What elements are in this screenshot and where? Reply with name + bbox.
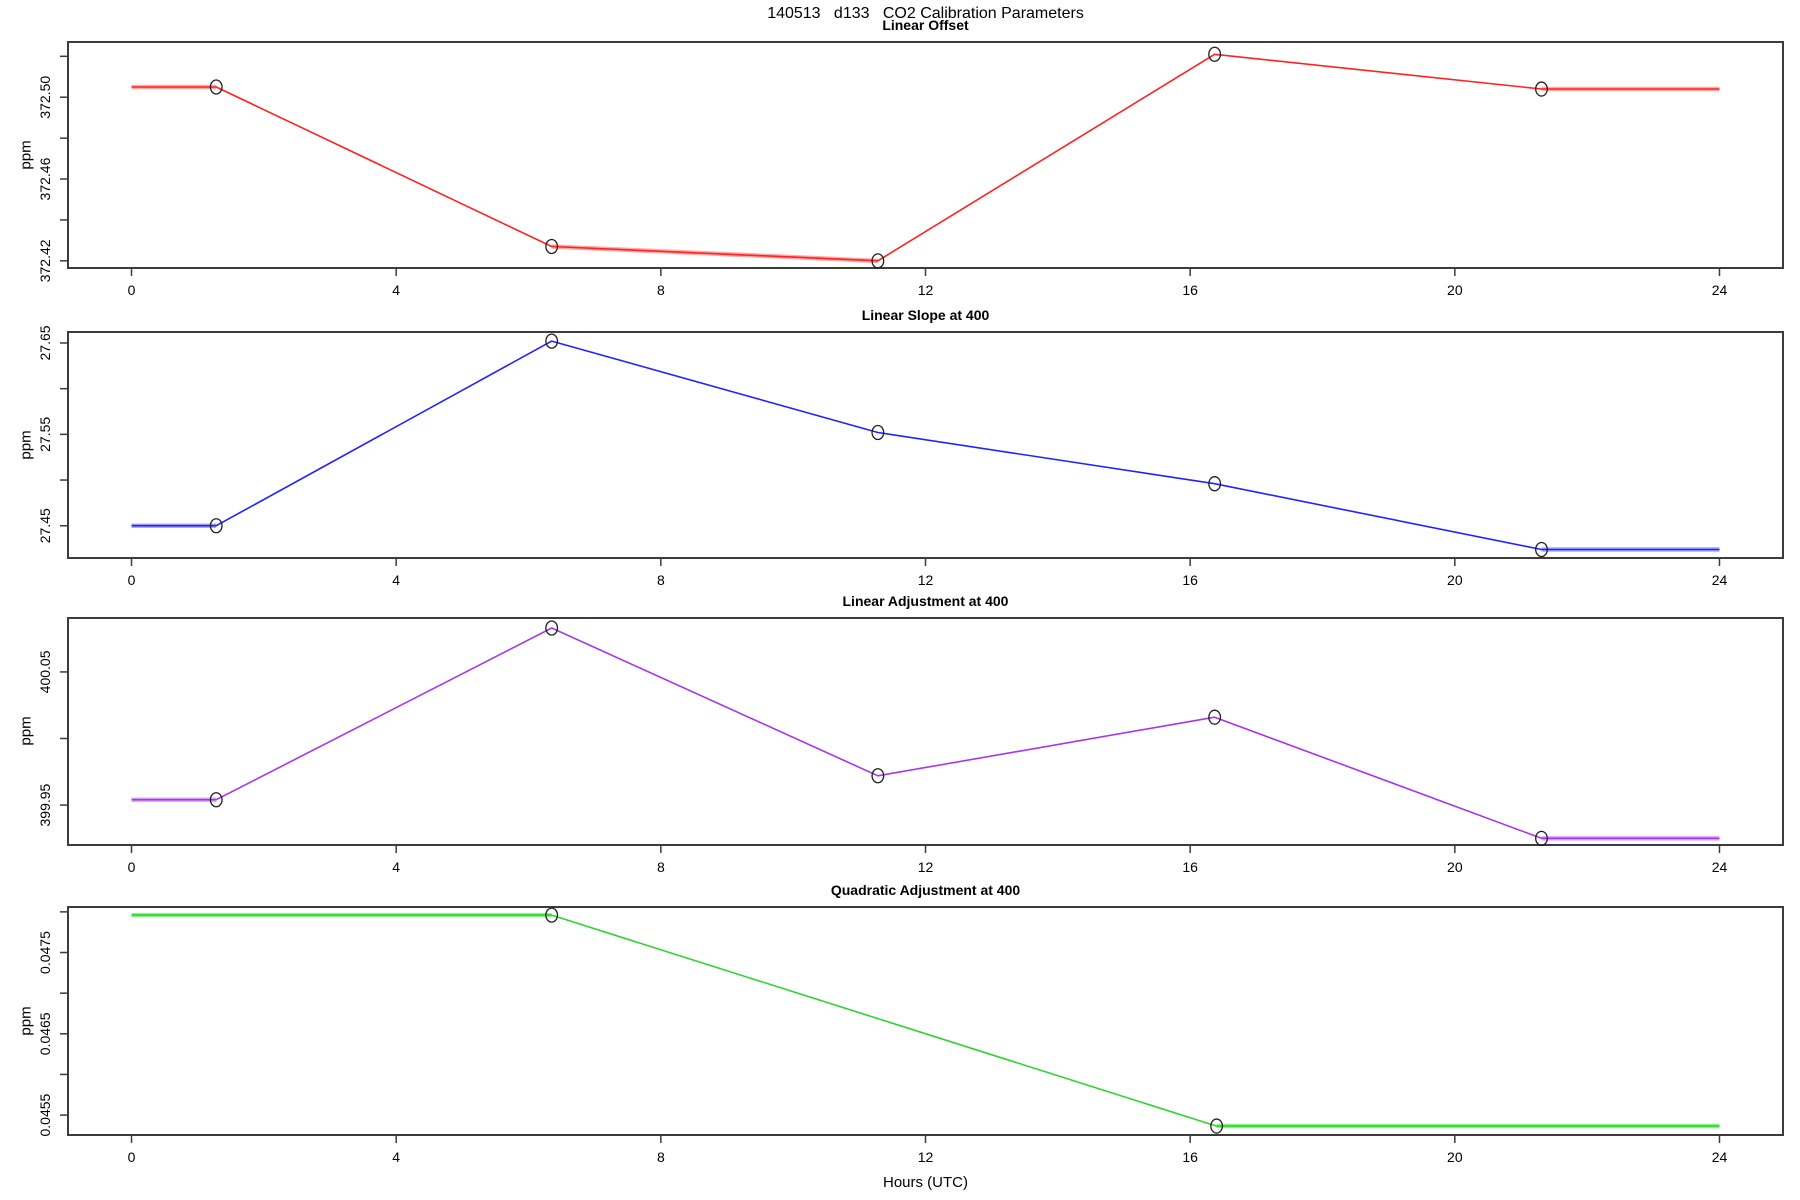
x-tick-label: 16 [1182,1149,1198,1165]
x-tick-label: 12 [918,572,934,588]
data-point-quadratic-adjustment-at-400 [545,907,559,923]
x-tick-label: 20 [1447,282,1463,298]
x-tick-label: 24 [1712,572,1728,588]
y-axis-label-ppm-2: ppm [17,430,35,460]
x-tick-label: 4 [392,282,400,298]
x-tick-label: 4 [392,572,400,588]
data-point-linear-slope-at-400 [1208,476,1222,492]
x-tick-label: 8 [657,282,665,298]
plot-box [67,41,1784,269]
y-tick-label: 372.46 [37,157,53,200]
x-axis-label: Hours (UTC) [883,1174,968,1191]
x-tick-label: 4 [392,1149,400,1165]
x-tick-label: 0 [128,572,136,588]
x-tick-label: 4 [392,859,400,875]
x-tick-label: 12 [918,859,934,875]
series-line-quadratic-adjustment-at-400 [131,914,1720,1127]
data-point-linear-adjustment-at-400 [209,792,223,808]
x-tick-label: 12 [918,1149,934,1165]
x-tick-label: 24 [1712,859,1728,875]
y-tick-label: 27.65 [37,325,53,360]
data-point-quadratic-adjustment-at-400 [1210,1118,1224,1134]
y-tick-label: 27.45 [37,508,53,543]
y-axis-label-ppm-4: ppm [17,1006,35,1036]
series-line-linear-adjustment-at-400 [131,627,1720,840]
plot-box [67,617,1784,846]
x-tick-label: 20 [1447,1149,1463,1165]
x-tick-label: 0 [128,282,136,298]
x-tick-label: 8 [657,572,665,588]
y-tick-label: 27.55 [37,417,53,452]
series-line-linear-offset [131,53,1720,262]
data-point-linear-adjustment-at-400 [871,768,885,784]
data-point-linear-slope-at-400 [1535,541,1548,558]
y-axis-label-ppm-3: ppm [17,716,35,746]
data-point-linear-adjustment-at-400 [1535,830,1548,846]
y-tick-label: 372.42 [37,239,53,282]
data-point-linear-slope-at-400 [871,424,885,441]
panel-title-linear-adjustment: Linear Adjustment at 400 [842,593,1009,609]
x-tick-label: 0 [128,1149,136,1165]
x-tick-label: 8 [657,859,665,875]
y-tick-label: 0.0475 [37,931,53,974]
panel-title-linear-slope: Linear Slope at 400 [861,307,990,323]
series-line-linear-slope-at-400 [131,340,1720,551]
x-tick-label: 20 [1447,572,1463,588]
y-tick-label: 0.0465 [37,1012,53,1055]
data-point-linear-offset [209,79,223,95]
plot-box [67,331,1784,559]
panel-title-linear-offset: Linear Offset [882,17,969,33]
x-tick-label: 20 [1447,859,1463,875]
data-point-linear-adjustment-at-400 [545,620,559,636]
x-tick-label: 12 [918,282,934,298]
y-tick-label: 372.50 [37,76,53,119]
y-tick-label: 399.95 [37,783,53,826]
x-tick-label: 24 [1712,1149,1728,1165]
data-point-linear-slope-at-400 [209,518,223,534]
data-point-linear-offset [871,253,885,269]
data-point-linear-offset [1535,81,1548,97]
x-tick-label: 16 [1182,282,1198,298]
panel-title-quadratic-adjustment: Quadratic Adjustment at 400 [830,882,1021,898]
y-tick-label: 400.05 [37,650,53,693]
x-tick-label: 8 [657,1149,665,1165]
data-point-linear-offset [545,238,559,255]
y-axis-label-ppm-1: ppm [17,140,35,170]
x-tick-label: 24 [1712,282,1728,298]
x-tick-label: 16 [1182,572,1198,588]
figure-title: 140513 d133 CO2 Calibration Parameters [767,5,1084,22]
x-tick-label: 0 [128,859,136,875]
data-point-linear-slope-at-400 [545,333,559,349]
data-point-linear-adjustment-at-400 [1208,709,1222,725]
y-tick-label: 0.0455 [37,1093,53,1136]
x-tick-label: 16 [1182,859,1198,875]
plot-box [67,906,1784,1136]
data-point-linear-offset [1208,46,1222,62]
